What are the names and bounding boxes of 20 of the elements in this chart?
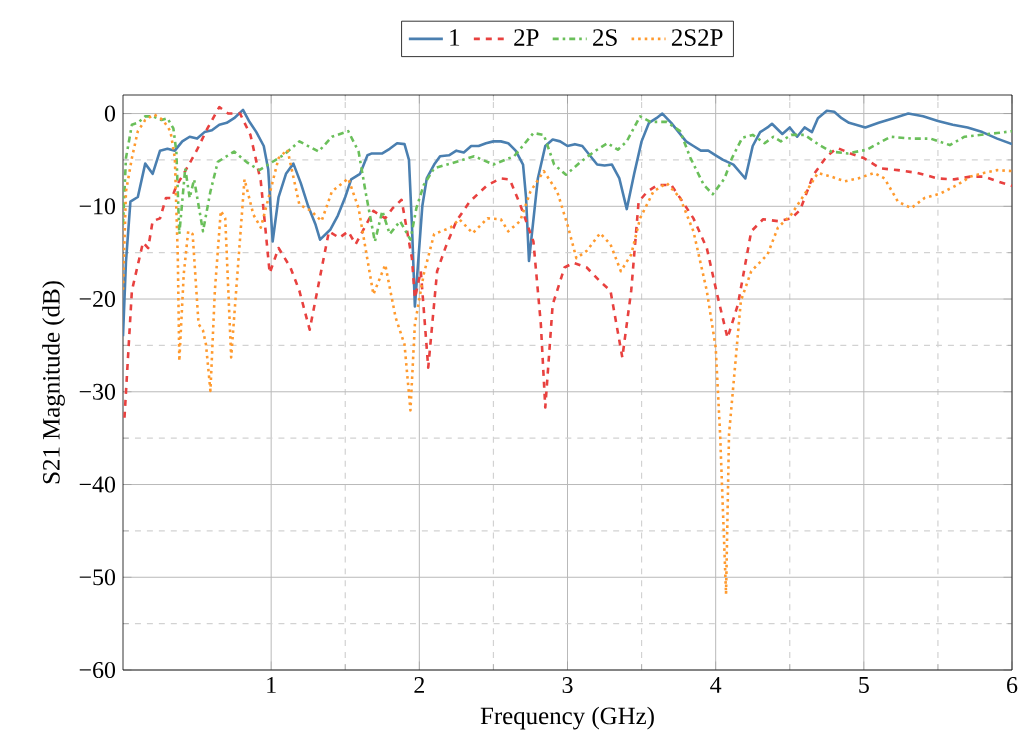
y-tick-label: 0 xyxy=(104,105,116,122)
legend-label: 2S xyxy=(593,29,617,46)
x-tick-label: 3 xyxy=(562,677,573,694)
x-tick-label: 1 xyxy=(267,677,276,693)
y-tick-label: −50 xyxy=(79,569,116,586)
y-tick-label: −10 xyxy=(79,198,116,215)
y-tick-label: −40 xyxy=(79,476,116,493)
line-series xyxy=(123,113,1013,596)
y-tick-label: −60 xyxy=(79,661,116,679)
x-tick-label: 5 xyxy=(859,677,869,693)
x-tick-label: 4 xyxy=(710,677,722,693)
y-tick-label: −30 xyxy=(79,383,116,400)
x-tick-label: 6 xyxy=(1007,677,1018,694)
legend-label: 1 xyxy=(450,29,460,46)
y-tick-label: −20 xyxy=(79,290,116,308)
y-axis-title: S21 Magnitude (dB) xyxy=(42,281,65,484)
x-axis-title: Frequency (GHz) xyxy=(480,706,654,730)
x-tick-label: 2 xyxy=(414,677,424,693)
legend-label: 2S2P xyxy=(671,29,723,46)
legend-label: 2P xyxy=(514,29,539,46)
